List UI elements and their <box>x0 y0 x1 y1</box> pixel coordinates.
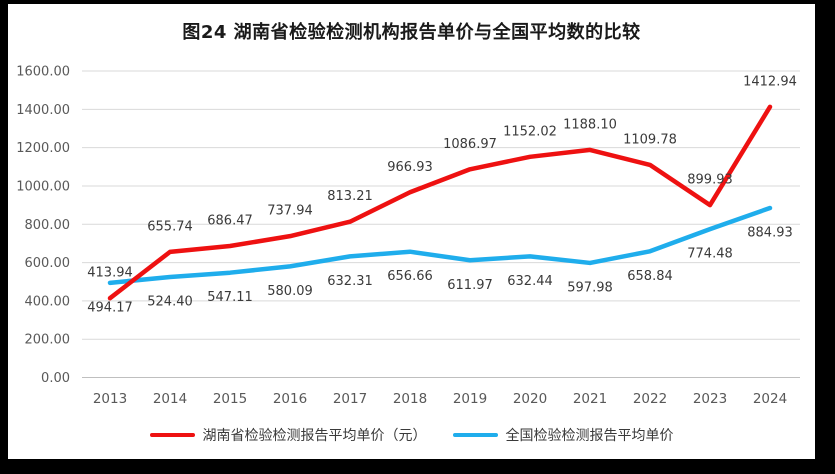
data-label: 524.40 <box>147 295 193 310</box>
legend-label-hunan: 湖南省检验检测报告平均单价（元） <box>202 428 427 444</box>
y-tick-label: 1400.00 <box>16 103 70 118</box>
x-tick-label: 2020 <box>513 391 547 407</box>
data-label: 1152.02 <box>503 124 557 139</box>
x-tick-label: 2017 <box>333 391 367 407</box>
data-label: 655.74 <box>147 219 193 234</box>
x-tick-label: 2018 <box>393 391 427 407</box>
red-line-swatch-icon <box>149 432 195 438</box>
data-label: 813.21 <box>327 189 373 204</box>
blue-line-swatch-icon <box>452 432 498 438</box>
data-label: 658.84 <box>627 269 673 284</box>
data-label: 1412.94 <box>743 74 797 89</box>
y-tick-label: 400.00 <box>25 294 71 309</box>
x-tick-label: 2013 <box>93 391 127 407</box>
data-label: 1188.10 <box>563 117 617 132</box>
data-label: 656.66 <box>387 269 433 284</box>
data-label: 632.44 <box>507 274 553 289</box>
data-label: 632.31 <box>327 274 373 289</box>
x-tick-label: 2024 <box>753 391 787 407</box>
data-label: 686.47 <box>207 213 253 228</box>
x-tick-label: 2023 <box>693 391 727 407</box>
data-label: 737.94 <box>267 204 313 219</box>
y-tick-label: 1200.00 <box>16 141 70 156</box>
data-label: 547.11 <box>207 290 253 305</box>
x-tick-label: 2015 <box>213 391 247 407</box>
data-label: 580.09 <box>267 284 313 299</box>
x-tick-label: 2021 <box>573 391 607 407</box>
data-label: 1109.78 <box>623 132 677 147</box>
national-series-line <box>107 205 773 286</box>
data-label: 899.93 <box>687 173 733 188</box>
x-tick-label: 2016 <box>273 391 307 407</box>
hunan-series-line <box>107 104 773 301</box>
y-tick-label: 600.00 <box>25 256 71 271</box>
data-label: 1086.97 <box>443 137 497 152</box>
data-label: 966.93 <box>387 160 433 175</box>
data-label: 774.48 <box>687 247 733 262</box>
chart-area <box>8 4 815 459</box>
x-tick-label: 2019 <box>453 391 487 407</box>
data-label: 413.94 <box>87 266 133 281</box>
y-tick-label: 1600.00 <box>16 65 70 80</box>
legend-item-national: 全国检验检测报告平均单价 <box>452 425 674 445</box>
data-label: 884.93 <box>747 225 793 240</box>
legend: 湖南省检验检测报告平均单价（元） 全国检验检测报告平均单价 <box>8 425 815 445</box>
legend-item-hunan: 湖南省检验检测报告平均单价（元） <box>149 425 427 445</box>
x-tick-label: 2022 <box>633 391 667 407</box>
y-tick-label: 1000.00 <box>16 179 70 194</box>
chart-title: 图24 湖南省检验检测机构报告单价与全国平均数的比较 <box>182 22 641 43</box>
data-label: 494.17 <box>87 300 133 315</box>
y-tick-label: 0.00 <box>41 371 70 386</box>
y-tick-label: 800.00 <box>25 218 71 233</box>
data-label: 611.97 <box>447 278 493 293</box>
legend-label-national: 全国检验检测报告平均单价 <box>505 428 674 444</box>
x-tick-label: 2014 <box>153 391 187 407</box>
data-label: 597.98 <box>567 280 613 295</box>
y-tick-label: 200.00 <box>25 333 71 348</box>
